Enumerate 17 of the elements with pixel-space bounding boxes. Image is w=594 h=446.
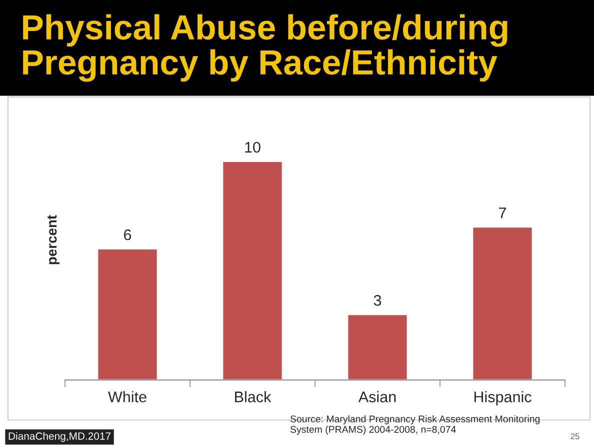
bar — [472, 226, 534, 380]
x-tick-label: Black — [235, 391, 272, 402]
x-tick-label: Asian — [358, 391, 396, 402]
chart-title: Physical Abuse before/during Pregnancy by Race/Ethnicity — [23, 14, 508, 82]
bar — [346, 314, 408, 380]
text: DianaCheng,MD.2017 — [8, 432, 111, 442]
y-axis-title: percent — [48, 215, 60, 264]
x-tick-label: Hispanic — [474, 391, 532, 406]
bar — [96, 248, 158, 380]
data-label: 3 — [374, 294, 382, 306]
bar — [222, 160, 284, 380]
data-label: 7 — [499, 208, 506, 218]
text: 25 — [570, 433, 580, 440]
data-label: 10 — [245, 142, 260, 153]
source-note: Source: Maryland Pregnancy Risk Assessment Monitoring System (PRAMS) 2004-2008, n=8,074 — [290, 415, 540, 435]
x-tick-label: White — [108, 391, 146, 402]
data-label: 6 — [124, 229, 132, 240]
